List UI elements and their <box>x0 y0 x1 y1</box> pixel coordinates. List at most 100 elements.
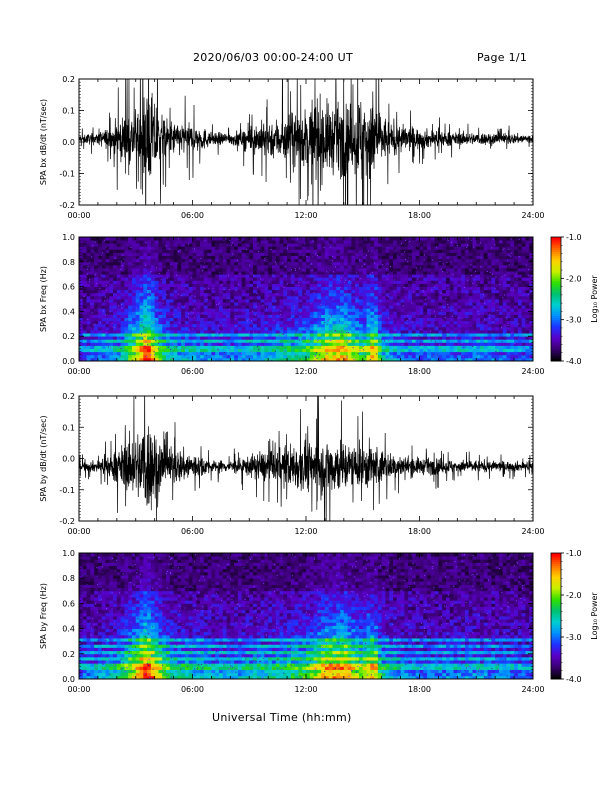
spectrogram-cell <box>94 317 99 322</box>
spectrogram-cell <box>302 292 307 297</box>
spectrogram-cell <box>324 308 330 312</box>
spectrogram-cell <box>445 295 451 300</box>
spectrogram-cell <box>222 289 227 294</box>
spectrogram-cell <box>483 314 488 318</box>
spectrogram-cell <box>105 333 110 337</box>
spectrogram-cell <box>313 345 318 349</box>
spectrogram-cell <box>510 295 515 300</box>
spectrogram-cell <box>94 271 99 275</box>
spectrogram-cell <box>438 299 443 303</box>
spectrogram-cell <box>218 348 224 353</box>
spectrogram-cell <box>207 326 212 331</box>
spectrogram-cell <box>230 333 235 337</box>
spectrogram-cell <box>253 240 258 244</box>
spectrogram-cell <box>396 311 401 315</box>
spectrogram-cell <box>355 326 360 331</box>
spectrogram-cell <box>358 255 364 260</box>
spectrogram-cell <box>177 348 182 353</box>
spectrogram-cell <box>404 237 409 241</box>
spectrogram-cell <box>181 295 186 300</box>
spectrogram-cell <box>234 295 239 300</box>
spectrogram-cell <box>464 271 470 275</box>
spectrogram-cell <box>245 354 250 359</box>
spectrogram-cell <box>207 292 212 297</box>
spectrogram-cell <box>517 357 523 361</box>
spectrogram-cell <box>510 354 515 359</box>
spectrogram-cell <box>196 311 201 315</box>
spectrogram-cell <box>502 240 507 244</box>
spectrogram-cell <box>154 292 159 297</box>
spectrogram-cell <box>347 240 352 244</box>
spectrogram-cell <box>181 333 186 337</box>
spectrogram-cell <box>506 326 511 331</box>
spectrogram-cell <box>109 295 114 300</box>
spectrogram-cell <box>256 339 261 343</box>
spectrogram-cell <box>525 333 530 337</box>
spectrogram-cell <box>271 320 277 325</box>
spectrogram-cell <box>461 305 466 309</box>
spectrogram-cell <box>438 246 443 250</box>
spectrogram-cell <box>256 354 261 359</box>
spectrogram-cell <box>120 348 125 353</box>
spectrogram-cell <box>457 249 462 253</box>
spectrogram-cell <box>218 320 224 325</box>
spectrogram-cell <box>347 271 352 275</box>
spectrogram-cell <box>317 264 322 269</box>
spectrogram-cell <box>340 317 345 322</box>
spectrogram-cell <box>86 339 91 343</box>
spectrogram-cell <box>404 252 409 256</box>
spectrogram-cell <box>498 320 504 325</box>
spectrogram-cell <box>321 243 326 247</box>
spectrogram-cell <box>324 302 330 306</box>
spectrogram-cell <box>116 274 122 278</box>
spectrogram-cell <box>521 271 526 275</box>
spectrogram-cell <box>374 289 379 294</box>
spectrogram-cell <box>158 314 163 318</box>
spectrogram-cell <box>313 295 318 300</box>
spectrogram-cell <box>419 268 424 272</box>
spectrogram-cell <box>283 274 288 278</box>
spectrogram-cell <box>97 258 103 263</box>
spectrogram-cell <box>264 302 269 306</box>
spectrogram-cell <box>449 333 454 337</box>
spectrogram-cell <box>203 314 209 318</box>
spectrogram-cell <box>230 342 235 346</box>
spectrogram-cell <box>355 280 360 284</box>
spectrogram-cell <box>415 323 420 328</box>
spectrogram-cell <box>351 286 356 291</box>
spectrogram-cell <box>321 354 326 359</box>
spectrogram-cell <box>464 299 470 303</box>
spectrogram-cell <box>234 330 239 334</box>
spectrogram-cell <box>510 314 515 318</box>
spectrogram-cell <box>332 351 337 356</box>
spectrogram-cell <box>483 237 488 241</box>
spectrogram-cell <box>336 240 341 244</box>
spectrogram-cell <box>116 246 122 250</box>
spectrogram-cell <box>358 268 364 272</box>
spectrogram-cell <box>120 292 125 297</box>
spectrogram-cell <box>529 354 533 359</box>
spectrogram-cell <box>249 237 254 241</box>
spectrogram-cell <box>302 249 307 253</box>
spectrogram-cell <box>101 317 106 322</box>
spectrogram-cell <box>249 252 254 256</box>
spectrogram-cell <box>237 357 243 361</box>
spectrogram-cell <box>97 351 103 356</box>
spectrogram-cell <box>525 342 530 346</box>
spectrogram-cell <box>442 240 447 244</box>
spectrogram-cell <box>306 274 311 278</box>
spectrogram-cell <box>358 323 364 328</box>
spectrogram-cell <box>109 289 114 294</box>
spectrogram-cell <box>313 302 318 306</box>
spectrogram-cell <box>324 326 330 331</box>
spectrogram-cell <box>279 246 284 250</box>
spectrogram-cell <box>445 274 451 278</box>
spectrogram-cell <box>377 311 383 315</box>
spectrogram-cell <box>188 268 193 272</box>
spectrogram-cell <box>324 237 330 241</box>
spectrogram-cell <box>404 292 409 297</box>
spectrogram-cell <box>222 326 227 331</box>
spectrogram-cell <box>166 286 171 291</box>
spectrogram-cell <box>116 339 122 343</box>
spectrogram-cell <box>495 283 500 287</box>
